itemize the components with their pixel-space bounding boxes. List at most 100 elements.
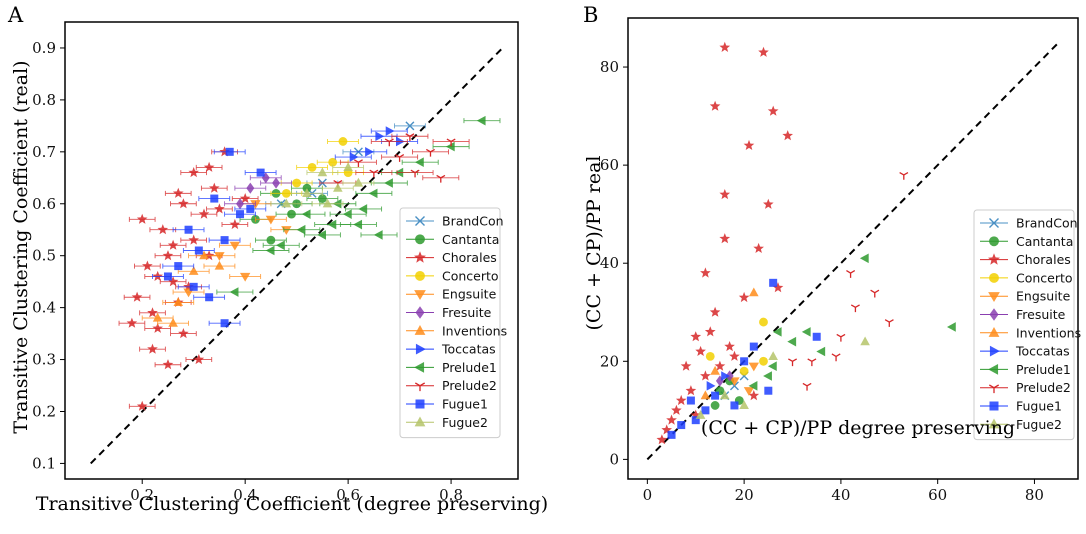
panel-b-ytick-label: 80 <box>600 58 619 76</box>
panel-a-ylabel: Transitive Clustering Coefficient (real) <box>10 60 32 433</box>
panel-a-point-prelude1 <box>301 209 311 219</box>
panel-b-legend-marker-toccatas <box>989 345 1000 357</box>
panel-b-legend-label-fugue2: Fugue2 <box>1016 417 1062 432</box>
panel-b-point-chorales <box>700 267 711 278</box>
panel-a-point-prelude1 <box>276 240 285 251</box>
panel-b-point-fugue1 <box>686 396 695 405</box>
panel-a-point-inventions <box>173 297 184 307</box>
panel-b-point-chorales <box>743 139 755 150</box>
panel-a-point-prelude2 <box>446 138 456 147</box>
panel-a-point-inventions <box>188 266 199 275</box>
panel-a-point-fugue1 <box>220 319 229 328</box>
panel-b-legend-label-fresuite: Fresuite <box>1016 307 1066 322</box>
panel-a-point-prelude2 <box>425 148 435 157</box>
panel-b-legend-label-concerto: Concerto <box>1016 270 1073 285</box>
panel-b-point-chorales <box>719 41 731 52</box>
panel-a-point-prelude1 <box>296 224 306 235</box>
panel-a-point-chorales <box>157 224 169 235</box>
panel-b-xtick-label: 40 <box>831 486 850 504</box>
panel-b-point-chorales <box>772 282 784 293</box>
panel-a-legend-label-engsuite: Engsuite <box>442 287 497 302</box>
panel-b-legend-marker-prelude2 <box>988 384 1000 394</box>
panel-b-point-toccatas <box>706 381 716 391</box>
panel-a-ytick-label: 0.1 <box>32 454 56 472</box>
panel-a-point-prelude1 <box>353 219 363 230</box>
panel-a-point-chorales <box>188 234 199 245</box>
panel-b-point-toccatas <box>721 371 730 381</box>
panel-a-point-chorales <box>152 270 163 281</box>
panel-a-point-prelude1 <box>229 287 239 297</box>
panel-a-point-chorales <box>162 359 174 370</box>
panel-b-point-chorales <box>680 360 692 371</box>
panel-a-point-fugue2 <box>317 167 328 177</box>
panel-b-point-fugue1 <box>667 430 676 439</box>
panel-a-point-fugue1 <box>194 246 203 255</box>
panel-b-point-chorales <box>738 291 750 303</box>
panel-b-legend-marker-engsuite <box>988 292 1000 303</box>
panel-a-point-chorales <box>198 208 210 219</box>
panel-a-xtick-label: 0.8 <box>439 486 463 504</box>
panel-b-legend-label-fugue1: Fugue1 <box>1016 399 1062 414</box>
panel-b-point-chorales <box>661 424 672 435</box>
panel-a-legend-marker-engsuite <box>414 290 426 301</box>
panel-a-point-chorales <box>147 307 158 318</box>
panel-b-legend-marker-concerto <box>989 272 999 283</box>
panel-b-legend-marker-inventions <box>988 326 1000 337</box>
panel-b-point-prelude1 <box>816 346 826 357</box>
panel-b-point-chorales <box>695 345 706 356</box>
panel-b-point-prelude1 <box>946 322 956 332</box>
panel-a-ytick-label: 0.3 <box>32 351 56 369</box>
panel-b-xlabel: (CC + CP)/PP degree preserving <box>701 417 1015 439</box>
panel-a-point-fresuite <box>236 198 245 210</box>
panel-a-point-chorales <box>172 187 184 198</box>
panel-a-point-fugue2 <box>333 182 343 192</box>
panel-a-legend <box>399 207 501 439</box>
panel-a-point-prelude2 <box>384 138 394 147</box>
panel-a-point-prelude1 <box>476 115 486 126</box>
panel-b-point-prelude2 <box>850 304 860 313</box>
panel-b-point-inventions <box>710 365 720 375</box>
panel-b-point-fugue1 <box>677 421 686 430</box>
panel-b-point-engsuite <box>743 387 755 396</box>
panel-b-point-concerto <box>705 351 715 361</box>
panel-a-point-toccatas <box>375 131 385 142</box>
panel-a-point-fugue2 <box>343 162 353 172</box>
panel-a-ytick-label: 0.9 <box>32 39 56 57</box>
panel-b-point-fugue1 <box>764 386 773 395</box>
panel-b-legend-marker-chorales <box>988 253 1000 265</box>
panel-a-point-chorales <box>167 276 179 287</box>
panel-a-point-chorales <box>229 218 241 230</box>
panel-b-point-fugue1 <box>769 278 778 287</box>
panel-b-point-chorales <box>714 360 726 371</box>
panel-b-point-fugue2 <box>768 351 778 360</box>
panel-a-point-prelude1 <box>414 157 424 168</box>
panel-b-point-chorales <box>782 130 793 141</box>
panel-b-point-prelude1 <box>787 336 797 347</box>
panel-b-point-prelude2 <box>831 353 841 362</box>
panel-a-ytick-label: 0.4 <box>32 299 56 317</box>
panel-a-legend-marker-fugue2 <box>414 416 426 427</box>
panel-b-point-chorales <box>700 370 711 381</box>
panel-a-point-fugue1 <box>205 293 214 302</box>
panel-a-point-inventions <box>214 260 225 270</box>
panel-a-point-chorales <box>219 146 230 157</box>
panel-a-point-inventions <box>152 312 163 322</box>
panel-a-legend-marker-prelude2 <box>414 382 426 392</box>
panel-a-legend-marker-cantanta <box>415 234 425 245</box>
panel-b-point-engsuite <box>729 377 740 387</box>
panel-a-point-engsuite <box>265 215 277 225</box>
panel-a-xlabel: Transitive Clustering Coefficient (degre… <box>36 493 548 515</box>
panel-b-point-chorales <box>719 189 731 200</box>
panel-b-ylabel: (CC + CP)/PP real <box>583 156 605 331</box>
panel-a-legend-marker-fresuite <box>415 306 425 319</box>
panel-b-point-prelude2 <box>899 171 909 180</box>
panel-a-point-chorales <box>239 193 251 204</box>
panel-b-point-chorales <box>690 409 702 420</box>
panel-b-legend-marker-fugue2 <box>988 418 1000 429</box>
panel-b-ytick-label: 20 <box>600 352 619 370</box>
panel-a-legend-label-fugue2: Fugue2 <box>442 415 488 430</box>
panel-b-point-fugue1 <box>730 401 739 410</box>
panel-a-point-fugue2 <box>322 198 333 208</box>
panel-a-point-chorales <box>178 198 189 209</box>
